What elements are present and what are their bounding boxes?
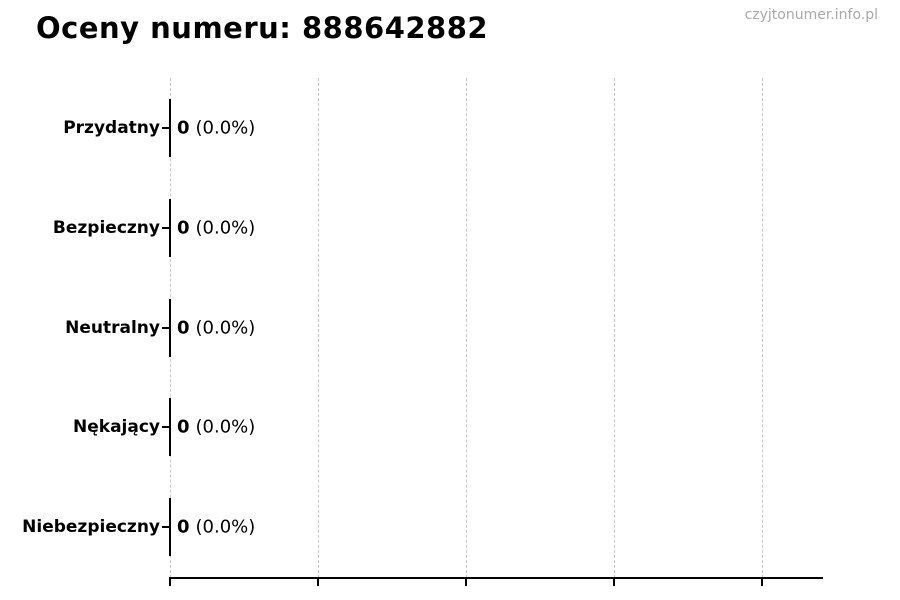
value-percent: (0.0%): [195, 317, 256, 339]
category-label: Neutralny: [65, 318, 160, 338]
zero-bar: [169, 398, 171, 456]
value-count: 0: [177, 416, 190, 438]
category-label: Bezpieczny: [52, 218, 160, 238]
bar-value: 0 (0.0%): [177, 118, 255, 139]
y-tick: [162, 227, 170, 229]
bar-value: 0 (0.0%): [177, 517, 255, 538]
bar-value: 0 (0.0%): [177, 318, 255, 339]
value-count: 0: [177, 317, 190, 339]
chart-title: Oceny numeru: 888642882: [36, 11, 489, 45]
x-axis-tick: [465, 577, 467, 586]
watermark: czyjtonumer.info.pl: [744, 7, 878, 23]
gridline: [318, 78, 319, 578]
x-axis-tick: [761, 577, 763, 586]
x-axis-tick: [317, 577, 319, 586]
category-label: Przydatny: [63, 118, 160, 138]
category-label: Nękający: [73, 417, 160, 437]
y-tick: [162, 526, 170, 528]
zero-bar: [169, 299, 171, 357]
y-tick: [162, 327, 170, 329]
x-axis-tick: [613, 577, 615, 586]
x-axis-line: [170, 577, 823, 579]
value-count: 0: [177, 217, 190, 239]
value-percent: (0.0%): [195, 217, 256, 239]
bar-value: 0 (0.0%): [177, 417, 255, 438]
x-axis-tick: [169, 577, 171, 586]
value-percent: (0.0%): [195, 416, 256, 438]
zero-bar: [169, 199, 171, 257]
value-count: 0: [177, 516, 190, 538]
gridline: [614, 78, 615, 578]
zero-bar: [169, 498, 171, 556]
y-tick: [162, 127, 170, 129]
bar-value: 0 (0.0%): [177, 218, 255, 239]
value-percent: (0.0%): [195, 516, 256, 538]
y-tick: [162, 426, 170, 428]
gridline: [466, 78, 467, 578]
value-count: 0: [177, 117, 190, 139]
gridline: [762, 78, 763, 578]
value-percent: (0.0%): [195, 117, 256, 139]
category-label: Niebezpieczny: [22, 517, 160, 537]
zero-bar: [169, 99, 171, 157]
